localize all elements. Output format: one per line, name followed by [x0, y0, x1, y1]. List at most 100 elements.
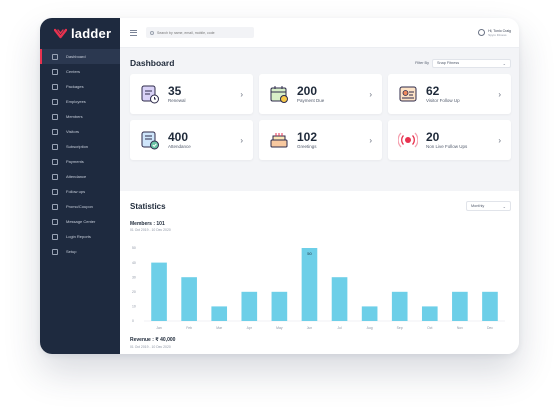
bar-mar[interactable] — [211, 306, 228, 321]
sidebar-item-employees[interactable]: Employees — [40, 94, 120, 109]
visitor-follow-up-icon — [399, 86, 417, 102]
card-label: Non Live Follow Ups — [426, 144, 468, 149]
period-value: Monthly — [471, 204, 485, 208]
sidebar-item-label: Follow ups — [66, 189, 86, 194]
card-label: Payment Due — [297, 98, 325, 103]
page-title: Dashboard — [130, 58, 175, 68]
sidebar-item-label: Login Reports — [66, 234, 91, 239]
message-icon — [52, 218, 58, 225]
hamburger-menu-icon[interactable] — [130, 29, 137, 36]
sidebar-item-attendance[interactable]: Attendance — [40, 169, 120, 184]
sidebar-item-label: Attendance — [66, 174, 87, 179]
y-tick-label: 0 — [132, 319, 134, 323]
bar-jan[interactable] — [151, 262, 167, 321]
summary-cards: 35 Renewal › 200 Payment Due › 62 Visitor Follo… — [130, 74, 511, 160]
bar-jul[interactable] — [331, 277, 348, 321]
sidebar-item-members[interactable]: Members — [40, 109, 120, 124]
card-renewal[interactable]: 35 Renewal › — [130, 74, 253, 114]
x-tick-label: Nov — [457, 326, 463, 330]
card-value: 20 — [426, 130, 440, 144]
sidebar-item-label: Message Center — [66, 219, 96, 224]
chevron-right-icon: › — [240, 89, 243, 99]
card-text: 200 Payment Due — [297, 85, 324, 103]
members-bar-chart: 0 10 20 30 40 50 Jan Feb Mar Apr May Jun 50 Jul Aug Sep… — [132, 246, 505, 330]
revenue-range: 01 Oct 2019 - 10 Dec 2020 — [130, 345, 171, 349]
reports-icon — [52, 233, 58, 240]
x-tick-label: Mar — [216, 326, 223, 330]
x-tick-label: Dec — [487, 326, 493, 330]
chevron-down-icon: ⌄ — [502, 203, 506, 209]
bar-oct[interactable] — [421, 306, 438, 321]
sidebar-item-follow-ups[interactable]: Follow ups — [40, 184, 120, 199]
sidebar-item-setup[interactable]: Setup — [40, 244, 120, 259]
user-info: Hi, Tonio Craig Spyro Fitness — [488, 29, 511, 37]
card-value: 200 — [297, 84, 318, 98]
card-non-live-follow-ups[interactable]: 20 Non Live Follow Ups › — [388, 120, 511, 160]
card-greetings[interactable]: 102 Greetings › — [259, 120, 382, 160]
sidebar-item-dashboard[interactable]: Dashboard — [40, 49, 120, 64]
bar-may[interactable] — [271, 291, 288, 321]
card-text: 62 Visitor Follow Up — [426, 85, 460, 103]
sidebar-item-label: Payments — [66, 159, 84, 164]
sidebar-item-payments[interactable]: Payments — [40, 154, 120, 169]
user-name: Hi, Tonio Craig — [488, 28, 511, 33]
card-label: Renewal — [168, 98, 186, 103]
card-label: Attendance — [168, 144, 191, 149]
period-select[interactable]: Monthly ⌄ — [466, 201, 511, 211]
bar-dec[interactable] — [482, 291, 498, 321]
members-chart: 0 10 20 30 40 50 Jan Feb Mar Apr May Jun 50 Jul Aug Sep… — [130, 246, 511, 336]
bar-jun[interactable] — [301, 248, 318, 321]
visitors-icon — [52, 128, 58, 135]
search-box[interactable] — [146, 27, 254, 38]
chevron-right-icon: › — [498, 89, 501, 99]
y-tick-label: 10 — [132, 305, 136, 309]
card-payment-due[interactable]: 200 Payment Due › — [259, 74, 382, 114]
bar-apr[interactable] — [241, 291, 258, 321]
sidebar-item-label: Members — [66, 114, 83, 119]
user-menu[interactable]: Hi, Tonio Craig Spyro Fitness — [478, 29, 511, 37]
employees-icon — [52, 98, 58, 105]
sidebar-item-centers[interactable]: Centers — [40, 64, 120, 79]
y-tick-label: 40 — [132, 261, 136, 265]
statistics-header: Statistics Monthly ⌄ — [130, 201, 511, 211]
members-icon — [52, 113, 58, 120]
y-tick-label: 50 — [132, 246, 136, 250]
attendance-card-icon — [141, 131, 159, 150]
chevron-right-icon: › — [240, 135, 243, 145]
card-visitor-follow-up[interactable]: 62 Visitor Follow Up › — [388, 74, 511, 114]
chevron-right-icon: › — [369, 135, 372, 145]
sidebar-item-label: Centers — [66, 69, 81, 74]
filter-select[interactable]: Snap Fitness ⌄ — [432, 58, 511, 68]
bar-feb[interactable] — [181, 277, 197, 321]
sidebar-item-subscription[interactable]: Subscription — [40, 139, 120, 154]
bar-nov[interactable] — [452, 291, 468, 321]
revenue-title: Revenue : ₹ 40,000 — [130, 337, 176, 343]
x-tick-label: May — [276, 326, 283, 330]
x-tick-label: Feb — [186, 326, 192, 330]
bar-aug[interactable] — [361, 306, 378, 321]
bar-data-label: 50 — [307, 251, 312, 256]
chevron-down-icon: ⌄ — [502, 60, 506, 66]
subscription-icon — [52, 143, 58, 150]
sidebar-item-promo-coupon[interactable]: Promo/Coupon — [40, 199, 120, 214]
statistics-panel: Statistics Monthly ⌄ Members : 101 01 Oc… — [120, 191, 519, 354]
card-value: 400 — [168, 130, 189, 144]
sidebar-nav: Dashboard Centers Packages Employees Members… — [40, 48, 120, 259]
bar-sep[interactable] — [391, 291, 408, 321]
sidebar-item-label: Dashboard — [66, 54, 86, 59]
sidebar-item-label: Employees — [66, 99, 86, 104]
members-chart-range: 01 Oct 2019 - 10 Dec 2020 — [130, 228, 171, 232]
setup-icon — [52, 248, 58, 255]
search-input[interactable] — [157, 30, 253, 35]
x-tick-label: Jan — [156, 326, 162, 330]
user-avatar-icon — [478, 29, 486, 36]
card-value: 35 — [168, 84, 182, 98]
x-tick-label: Aug — [367, 326, 373, 330]
sidebar-item-packages[interactable]: Packages — [40, 79, 120, 94]
x-tick-label: Jul — [337, 326, 342, 330]
sidebar-item-message-center[interactable]: Message Center — [40, 214, 120, 229]
sidebar-item-login-reports[interactable]: Login Reports — [40, 229, 120, 244]
card-attendance[interactable]: 400 Attendance › — [130, 120, 253, 160]
sidebar-item-visitors[interactable]: Visitors — [40, 124, 120, 139]
logo[interactable]: ladder — [40, 18, 120, 48]
